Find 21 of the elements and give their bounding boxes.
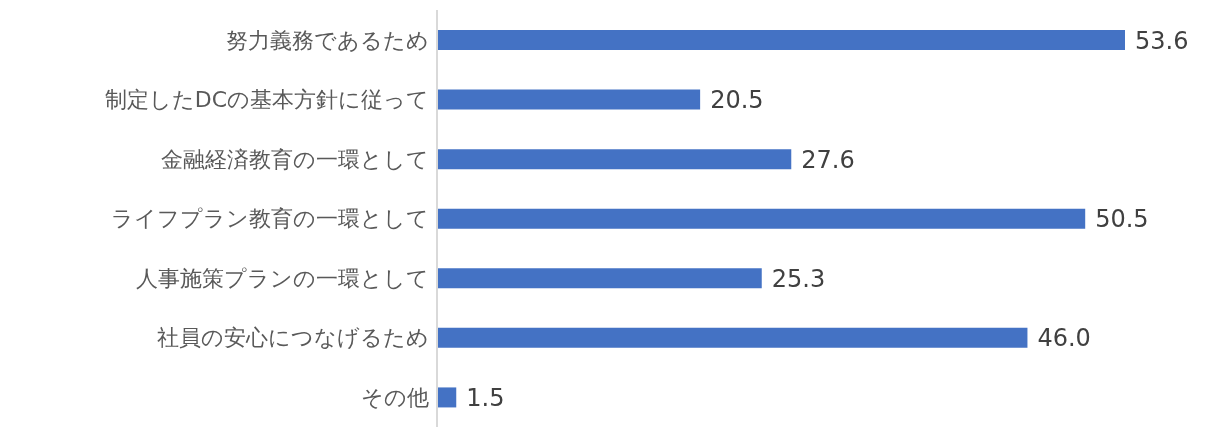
bar bbox=[437, 387, 457, 408]
bar bbox=[437, 208, 1086, 229]
bar bbox=[437, 149, 792, 170]
y-tick-label: 金融経済教育の一環として bbox=[161, 146, 429, 172]
y-tick-label: 社員の安心につなげるため bbox=[157, 325, 429, 351]
data-label: 50.5 bbox=[1095, 205, 1149, 234]
bar bbox=[437, 89, 701, 110]
bar bbox=[437, 327, 1028, 348]
data-label: 46.0 bbox=[1037, 324, 1091, 353]
data-label: 20.5 bbox=[710, 86, 764, 115]
y-tick-label: ライフプラン教育の一環として bbox=[111, 206, 429, 232]
y-tick-label: 制定したDCの基本方針に従って bbox=[104, 87, 429, 113]
data-label: 53.6 bbox=[1135, 26, 1189, 55]
y-tick-label: 努力義務であるため bbox=[226, 27, 429, 53]
y-tick-label: その他 bbox=[361, 385, 429, 411]
bar bbox=[437, 268, 762, 289]
y-tick-label: 人事施策プランの一環として bbox=[136, 265, 429, 291]
data-label: 27.6 bbox=[801, 145, 855, 174]
data-label: 25.3 bbox=[771, 264, 826, 293]
bar bbox=[437, 30, 1125, 50]
data-label: 1.5 bbox=[466, 383, 505, 412]
